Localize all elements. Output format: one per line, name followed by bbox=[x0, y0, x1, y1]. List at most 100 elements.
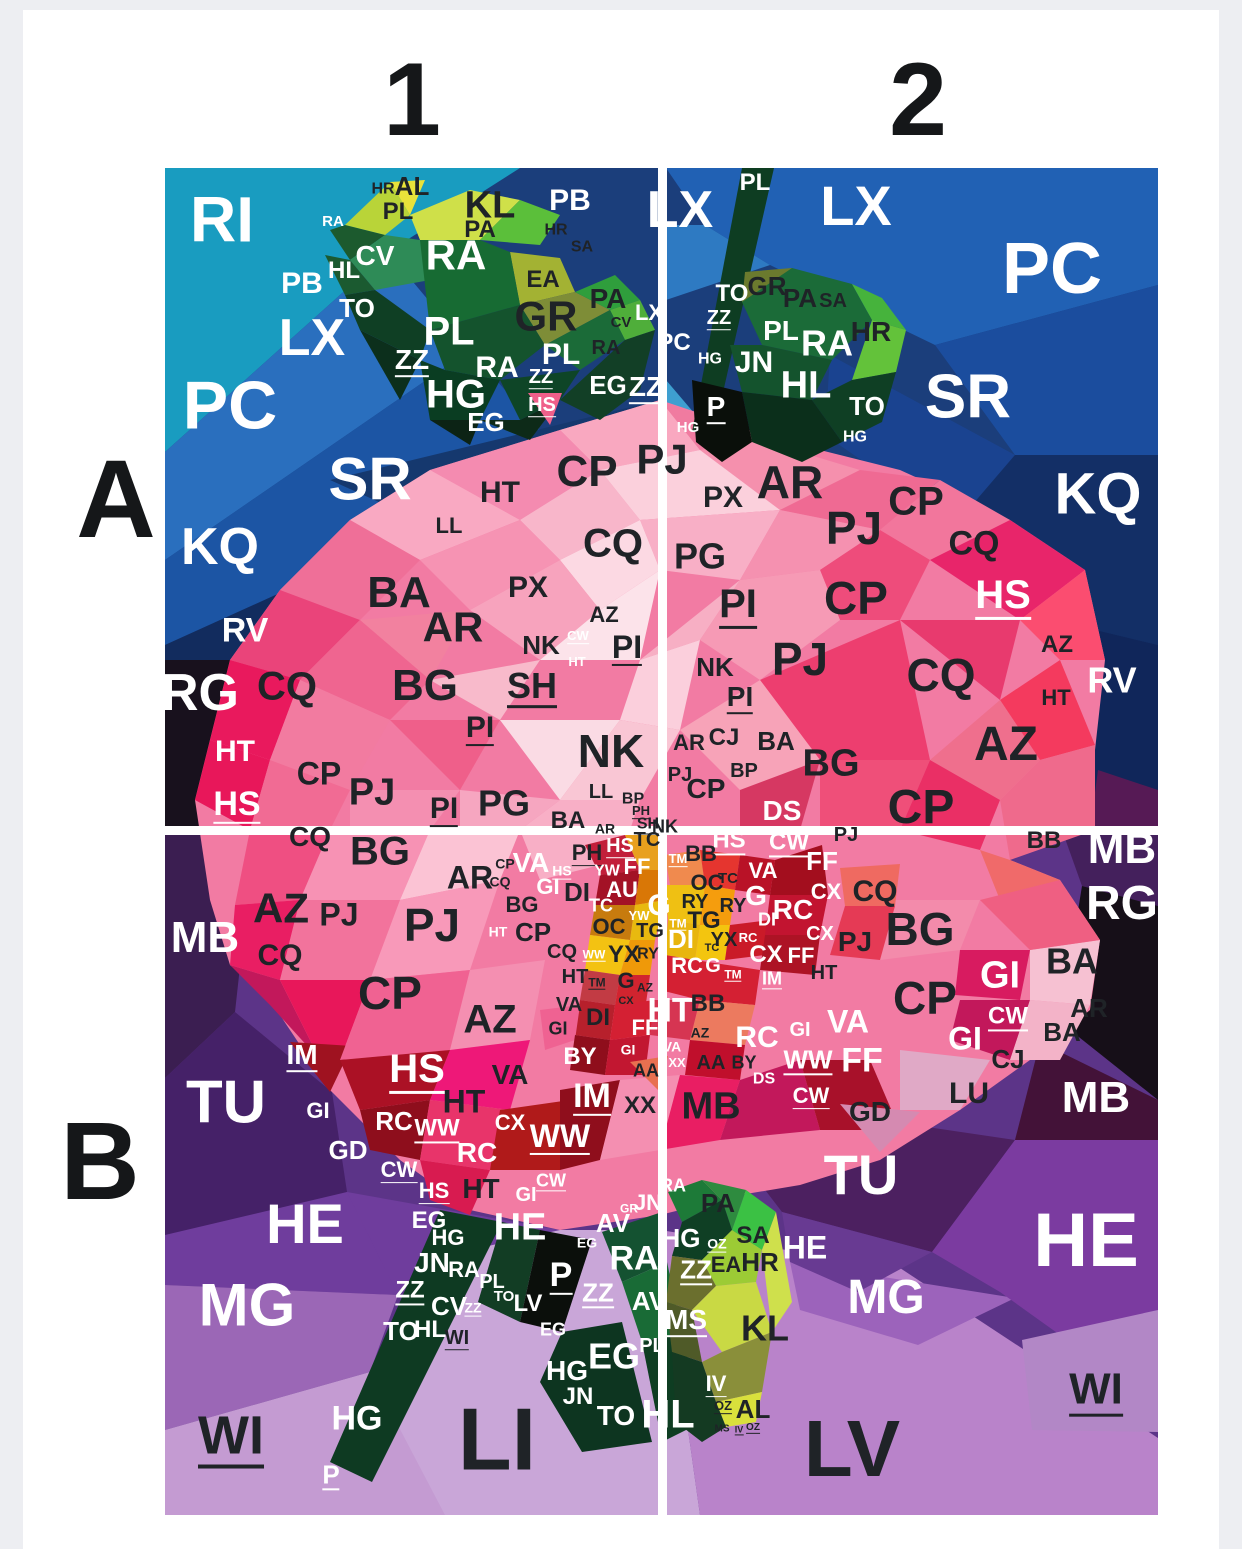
color-region bbox=[340, 970, 470, 1060]
region-code-label: BG bbox=[885, 903, 955, 956]
color-region bbox=[370, 880, 500, 980]
region-code-label: CQ bbox=[547, 941, 577, 964]
region-code-label: AZ bbox=[1041, 631, 1073, 659]
region-code-label: CW bbox=[536, 1170, 566, 1192]
region-code-label: CW bbox=[988, 1002, 1028, 1032]
region-code-label: HT bbox=[215, 734, 255, 768]
color-region bbox=[725, 920, 770, 960]
color-region bbox=[980, 880, 1100, 950]
color-region bbox=[685, 1040, 745, 1080]
color-region bbox=[615, 975, 650, 1010]
region-code-label: RA bbox=[591, 337, 621, 360]
region-code-label: PJ bbox=[667, 764, 693, 787]
color-region bbox=[540, 1322, 652, 1452]
color-region bbox=[720, 1060, 820, 1140]
region-code-label: PG bbox=[477, 782, 531, 824]
color-region bbox=[666, 225, 770, 300]
column-header-2: 2 bbox=[889, 42, 947, 158]
region-code-label: RA bbox=[660, 1175, 686, 1196]
region-code-label: HL bbox=[641, 1392, 695, 1437]
region-code-label: BA bbox=[367, 568, 431, 618]
region-code-label: PA bbox=[700, 1187, 736, 1218]
color-region bbox=[420, 360, 500, 420]
region-code-label: PI bbox=[611, 628, 643, 667]
region-code-label: TO bbox=[596, 1399, 636, 1431]
region-code-label: CP bbox=[514, 916, 552, 947]
color-region bbox=[560, 1080, 620, 1170]
region-code-label: CQ bbox=[257, 938, 303, 972]
region-code-label: BG bbox=[392, 661, 458, 711]
region-code-label: CX bbox=[806, 923, 834, 946]
color-region bbox=[230, 590, 360, 680]
color-region bbox=[490, 1100, 570, 1170]
region-code-label: BG bbox=[350, 829, 410, 874]
region-code-label: ZZ bbox=[582, 1277, 614, 1309]
color-region bbox=[770, 845, 828, 895]
region-code-label: P bbox=[322, 1459, 340, 1491]
color-region bbox=[400, 830, 520, 900]
region-code-label: GD bbox=[849, 1095, 891, 1127]
color-region bbox=[980, 850, 1060, 900]
region-code-label: AR bbox=[446, 859, 494, 896]
color-region bbox=[640, 510, 780, 580]
region-code-label: AL bbox=[394, 170, 430, 201]
region-code-label: TU bbox=[823, 1142, 899, 1206]
region-code-label: IM bbox=[286, 1041, 318, 1073]
color-region bbox=[1062, 830, 1158, 906]
region-code-label: LU bbox=[949, 1076, 989, 1110]
region-code-label: PL bbox=[479, 1271, 505, 1294]
region-code-label: HE bbox=[266, 1191, 344, 1255]
region-code-label: CQ bbox=[257, 664, 317, 709]
region-code-label: SR bbox=[924, 362, 1012, 432]
low-poly-flower-art bbox=[165, 168, 1158, 1515]
region-code-label: EG bbox=[587, 1335, 641, 1377]
color-region bbox=[340, 1050, 450, 1110]
region-code-label: FF bbox=[787, 943, 815, 969]
region-code-label: RV bbox=[1087, 659, 1137, 701]
region-code-label: LL bbox=[435, 513, 463, 539]
region-code-label: JN bbox=[633, 1190, 663, 1216]
color-region bbox=[730, 345, 832, 400]
region-code-label: TC bbox=[589, 895, 613, 916]
color-region bbox=[360, 1100, 430, 1160]
region-code-label: WW bbox=[414, 1114, 460, 1144]
region-code-label: PI bbox=[719, 584, 757, 629]
color-region bbox=[935, 285, 1158, 455]
region-code-label: CQ bbox=[906, 649, 976, 702]
color-region bbox=[880, 480, 1010, 560]
color-region bbox=[165, 1285, 398, 1430]
region-code-label: HG bbox=[843, 428, 867, 446]
color-region bbox=[390, 180, 425, 215]
color-region bbox=[230, 900, 300, 980]
color-region bbox=[782, 1212, 932, 1292]
region-code-label: CP bbox=[888, 479, 944, 524]
region-code-label: MS bbox=[665, 1306, 707, 1338]
color-region bbox=[732, 1190, 776, 1250]
color-region bbox=[325, 255, 375, 295]
color-region bbox=[1022, 1310, 1158, 1432]
color-region bbox=[742, 268, 872, 360]
color-region bbox=[345, 290, 430, 360]
region-code-label: FF bbox=[806, 845, 838, 876]
color-region bbox=[390, 720, 500, 790]
region-code-label: KL bbox=[741, 1307, 789, 1349]
color-region bbox=[290, 1042, 352, 1092]
region-code-label: HT bbox=[480, 475, 520, 509]
region-code-label: FF bbox=[841, 1041, 883, 1080]
region-code-label: LV bbox=[513, 1290, 543, 1318]
region-code-label: MG bbox=[198, 1271, 296, 1339]
color-region bbox=[630, 900, 665, 940]
color-region bbox=[210, 660, 300, 760]
region-code-label: DS bbox=[762, 794, 802, 826]
color-region bbox=[900, 620, 1020, 700]
region-code-label: CX bbox=[749, 941, 783, 969]
region-code-label: PC bbox=[182, 367, 278, 444]
region-code-label: AZ bbox=[589, 602, 619, 628]
color-region bbox=[852, 320, 906, 380]
region-code-label: CQ bbox=[852, 874, 898, 908]
region-code-label: LX bbox=[646, 180, 714, 239]
region-code-label: BB bbox=[690, 990, 726, 1018]
region-code-label: VA bbox=[512, 846, 550, 878]
region-code-label: CV bbox=[355, 239, 395, 271]
